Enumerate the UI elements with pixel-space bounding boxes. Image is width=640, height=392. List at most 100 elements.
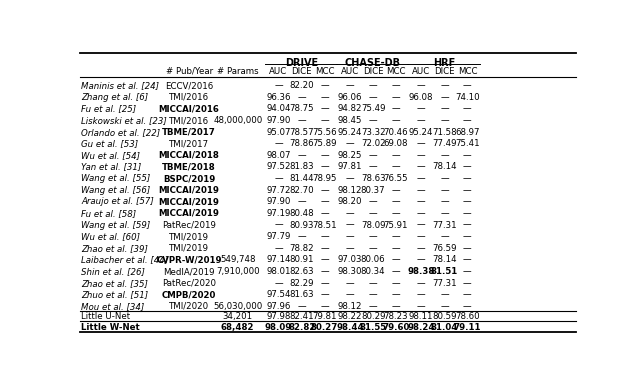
Text: —: —: [463, 256, 472, 265]
Text: —: —: [463, 197, 472, 206]
Text: TMI/2019: TMI/2019: [169, 244, 209, 253]
Text: —: —: [463, 279, 472, 288]
Text: 69.08: 69.08: [384, 139, 408, 148]
Text: Wang et al. [55]: Wang et al. [55]: [81, 174, 150, 183]
Text: MICCAI/2019: MICCAI/2019: [159, 209, 220, 218]
Text: Wu et al. [60]: Wu et al. [60]: [81, 232, 140, 241]
Text: 80.06: 80.06: [361, 256, 385, 265]
Text: TMI/2020: TMI/2020: [169, 302, 209, 311]
Text: —: —: [346, 209, 354, 218]
Text: Zhuo et al. [51]: Zhuo et al. [51]: [81, 290, 148, 299]
Text: —: —: [440, 232, 449, 241]
Text: 79.60: 79.60: [382, 323, 410, 332]
Text: Liskowski et al. [23]: Liskowski et al. [23]: [81, 116, 167, 125]
Text: —: —: [417, 232, 426, 241]
Text: TMI/2017: TMI/2017: [169, 139, 209, 148]
Text: —: —: [369, 302, 378, 311]
Text: —: —: [417, 209, 426, 218]
Text: MICCAI/2019: MICCAI/2019: [159, 186, 220, 195]
Text: # Params: # Params: [217, 67, 259, 76]
Text: 81.63: 81.63: [289, 290, 314, 299]
Text: —: —: [320, 163, 329, 171]
Text: —: —: [298, 93, 306, 102]
Text: 97.96: 97.96: [266, 302, 291, 311]
Text: 97.90: 97.90: [266, 116, 291, 125]
Text: —: —: [298, 197, 306, 206]
Text: —: —: [417, 104, 426, 113]
Text: 96.36: 96.36: [266, 93, 291, 102]
Text: 75.56: 75.56: [312, 128, 337, 137]
Text: 56,030,000: 56,030,000: [213, 302, 262, 311]
Text: —: —: [463, 174, 472, 183]
Text: Zhao et al. [39]: Zhao et al. [39]: [81, 244, 148, 253]
Text: —: —: [392, 163, 400, 171]
Text: —: —: [369, 209, 378, 218]
Text: Wang et al. [59]: Wang et al. [59]: [81, 221, 150, 230]
Text: —: —: [298, 116, 306, 125]
Text: 98.11: 98.11: [409, 312, 433, 321]
Text: 78.63: 78.63: [361, 174, 385, 183]
Text: 81.55: 81.55: [360, 323, 387, 332]
Text: 98.01: 98.01: [266, 267, 291, 276]
Text: —: —: [417, 221, 426, 230]
Text: —: —: [320, 93, 329, 102]
Text: —: —: [463, 209, 472, 218]
Text: 80.93: 80.93: [289, 221, 314, 230]
Text: —: —: [392, 267, 400, 276]
Text: CVPR-W/2019: CVPR-W/2019: [156, 256, 222, 265]
Text: —: —: [320, 186, 329, 195]
Text: —: —: [463, 244, 472, 253]
Text: Araujo et al. [57]: Araujo et al. [57]: [81, 197, 154, 206]
Text: TMI/2016: TMI/2016: [169, 116, 209, 125]
Text: —: —: [392, 93, 400, 102]
Text: 80.34: 80.34: [361, 267, 385, 276]
Text: 82.29: 82.29: [289, 279, 314, 288]
Text: 97.19: 97.19: [266, 209, 291, 218]
Text: —: —: [463, 302, 472, 311]
Text: —: —: [369, 116, 378, 125]
Text: 78.75: 78.75: [289, 104, 314, 113]
Text: 98.44: 98.44: [336, 323, 364, 332]
Text: # Pub/Year: # Pub/Year: [166, 67, 212, 76]
Text: —: —: [440, 116, 449, 125]
Text: —: —: [417, 256, 426, 265]
Text: —: —: [346, 81, 354, 90]
Text: 82.82: 82.82: [288, 323, 316, 332]
Text: —: —: [274, 244, 283, 253]
Text: —: —: [417, 81, 426, 90]
Text: 78.14: 78.14: [432, 163, 457, 171]
Text: 75.41: 75.41: [455, 139, 480, 148]
Text: 80.48: 80.48: [289, 209, 314, 218]
Text: Orlando et al. [22]: Orlando et al. [22]: [81, 128, 160, 137]
Text: 97.81: 97.81: [337, 163, 362, 171]
Text: MCC: MCC: [458, 67, 477, 76]
Text: —: —: [417, 279, 426, 288]
Text: TMI/2016: TMI/2016: [169, 93, 209, 102]
Text: TBME/2018: TBME/2018: [163, 163, 216, 171]
Text: —: —: [392, 197, 400, 206]
Text: —: —: [320, 302, 329, 311]
Text: 98.09: 98.09: [265, 323, 292, 332]
Text: —: —: [346, 244, 354, 253]
Text: 71.58: 71.58: [432, 128, 457, 137]
Text: 78.57: 78.57: [289, 128, 314, 137]
Text: 77.31: 77.31: [432, 221, 457, 230]
Text: —: —: [369, 232, 378, 241]
Text: PatRec/2019: PatRec/2019: [162, 221, 216, 230]
Text: —: —: [320, 104, 329, 113]
Text: 7,910,000: 7,910,000: [216, 267, 260, 276]
Text: —: —: [274, 139, 283, 148]
Text: —: —: [274, 174, 283, 183]
Text: —: —: [463, 104, 472, 113]
Text: Shin et al. [26]: Shin et al. [26]: [81, 267, 145, 276]
Text: 96.08: 96.08: [409, 93, 433, 102]
Text: DICE: DICE: [363, 67, 383, 76]
Text: AUC: AUC: [412, 67, 430, 76]
Text: Little W-Net: Little W-Net: [81, 323, 140, 332]
Text: Laibacher et al. [44]: Laibacher et al. [44]: [81, 256, 168, 265]
Text: —: —: [346, 290, 354, 299]
Text: 95.07: 95.07: [266, 128, 291, 137]
Text: AUC: AUC: [269, 67, 287, 76]
Text: 80.59: 80.59: [432, 312, 457, 321]
Text: Maninis et al. [24]: Maninis et al. [24]: [81, 81, 159, 90]
